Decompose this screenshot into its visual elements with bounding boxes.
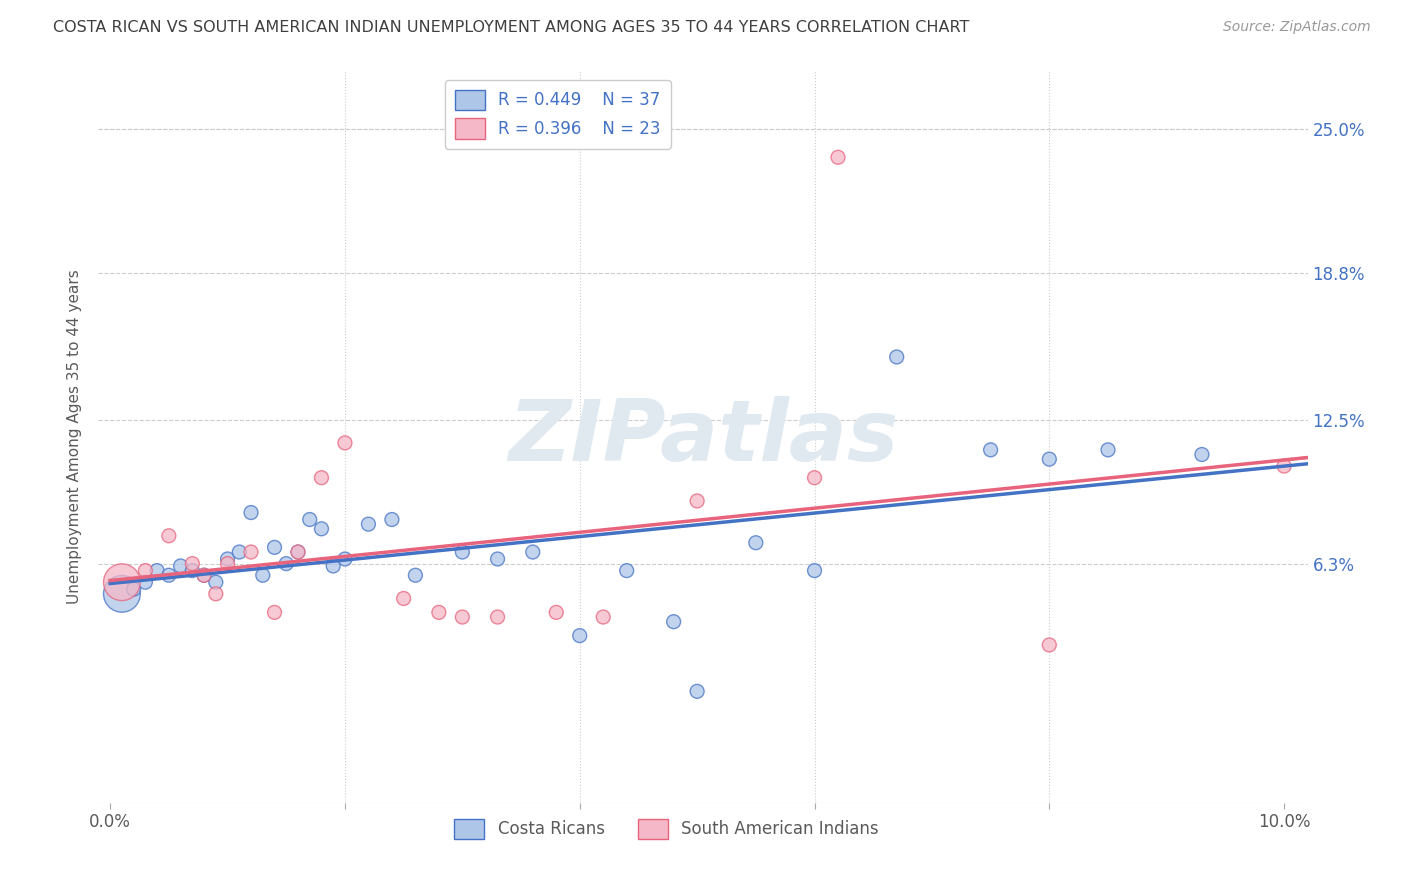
Point: [169, 558, 191, 573]
Point: [134, 575, 156, 590]
Point: [204, 575, 226, 590]
Point: [252, 568, 274, 582]
Point: [745, 535, 768, 549]
Text: ZIPatlas: ZIPatlas: [508, 395, 898, 479]
Point: [240, 545, 263, 559]
Point: [204, 587, 226, 601]
Point: [217, 557, 239, 571]
Point: [486, 610, 509, 624]
Point: [311, 471, 333, 485]
Point: [333, 436, 356, 450]
Point: [980, 442, 1002, 457]
Point: [311, 522, 333, 536]
Point: [287, 545, 309, 559]
Point: [592, 610, 614, 624]
Point: [287, 545, 309, 559]
Point: [181, 564, 204, 578]
Point: [686, 684, 709, 698]
Point: [381, 512, 404, 526]
Point: [1191, 448, 1213, 462]
Point: [568, 629, 591, 643]
Point: [276, 557, 298, 571]
Point: [263, 541, 285, 555]
Point: [486, 552, 509, 566]
Point: [686, 494, 709, 508]
Point: [193, 568, 215, 582]
Text: Source: ZipAtlas.com: Source: ZipAtlas.com: [1223, 20, 1371, 34]
Point: [146, 564, 169, 578]
Point: [392, 591, 415, 606]
Point: [322, 558, 344, 573]
Y-axis label: Unemployment Among Ages 35 to 44 years: Unemployment Among Ages 35 to 44 years: [67, 269, 83, 605]
Point: [1272, 459, 1295, 474]
Point: [357, 517, 380, 532]
Point: [134, 564, 156, 578]
Point: [1038, 452, 1060, 467]
Point: [546, 606, 568, 620]
Point: [122, 582, 145, 597]
Point: [181, 557, 204, 571]
Point: [522, 545, 544, 559]
Point: [298, 512, 321, 526]
Point: [1038, 638, 1060, 652]
Point: [111, 587, 134, 601]
Point: [803, 471, 825, 485]
Point: [111, 575, 134, 590]
Point: [427, 606, 450, 620]
Point: [157, 568, 180, 582]
Point: [803, 564, 825, 578]
Point: [157, 529, 180, 543]
Point: [217, 552, 239, 566]
Legend: Costa Ricans, South American Indians: Costa Ricans, South American Indians: [447, 812, 886, 846]
Text: COSTA RICAN VS SOUTH AMERICAN INDIAN UNEMPLOYMENT AMONG AGES 35 TO 44 YEARS CORR: COSTA RICAN VS SOUTH AMERICAN INDIAN UNE…: [53, 20, 970, 35]
Point: [451, 610, 474, 624]
Point: [827, 150, 849, 164]
Point: [662, 615, 685, 629]
Point: [404, 568, 426, 582]
Point: [263, 606, 285, 620]
Point: [228, 545, 250, 559]
Point: [333, 552, 356, 566]
Point: [240, 506, 263, 520]
Point: [616, 564, 638, 578]
Point: [886, 350, 908, 364]
Point: [1097, 442, 1119, 457]
Point: [193, 568, 215, 582]
Point: [451, 545, 474, 559]
